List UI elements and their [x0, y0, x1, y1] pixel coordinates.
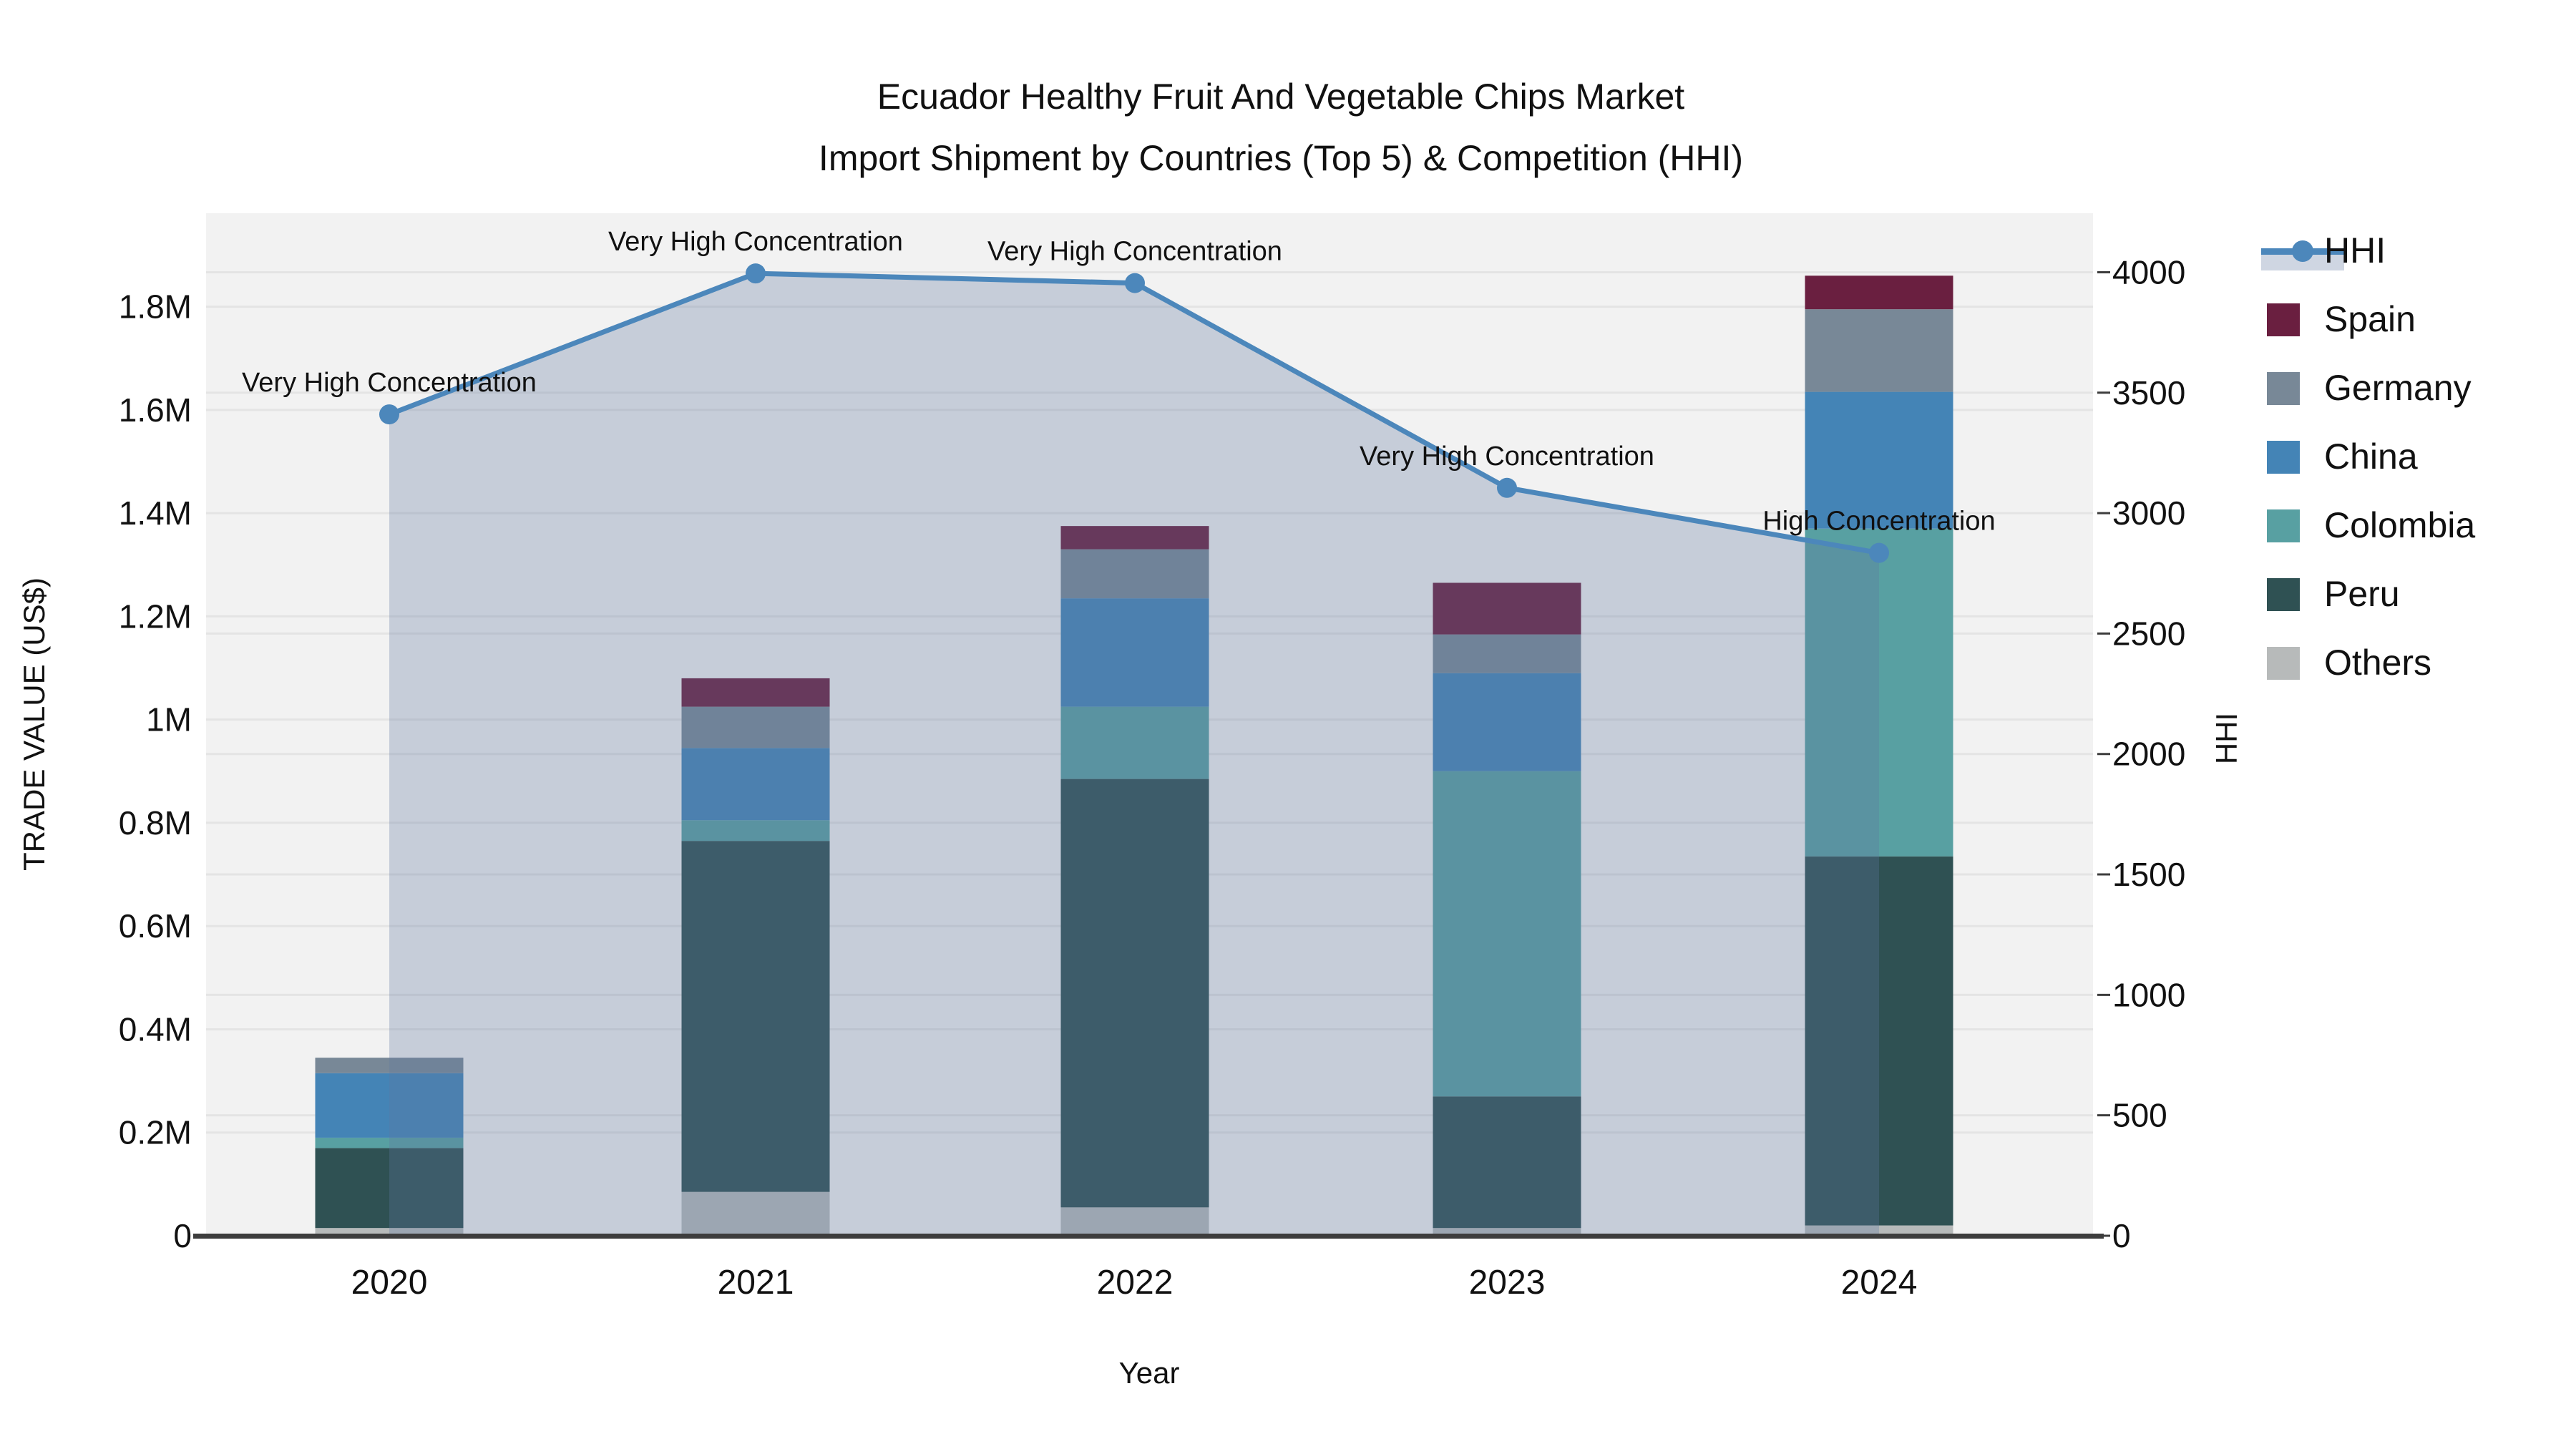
legend-swatch-china [2267, 441, 2300, 474]
bar-segment-spain-2024[interactable] [1805, 275, 1953, 310]
y-left-tick-1.4M: 1.4M [119, 494, 192, 532]
y-left-tick-1.8M: 1.8M [119, 288, 192, 326]
bar-segment-peru-2020[interactable] [315, 1148, 464, 1229]
chart-title-line2: Import Shipment by Countries (Top 5) & C… [818, 138, 1744, 178]
x-axis-title: Year [1118, 1356, 1180, 1390]
bar-segment-peru-2021[interactable] [681, 841, 830, 1192]
annotation-2023: Very High Concentration [1360, 441, 1654, 472]
bar-segment-germany-2024[interactable] [1805, 309, 1953, 392]
bar-segment-china-2020[interactable] [315, 1073, 464, 1138]
legend-label-colombia: Colombia [2324, 505, 2475, 545]
chart-title: Ecuador Healthy Fruit And Vegetable Chip… [0, 66, 2562, 189]
y-right-tick-500: 500 [2112, 1097, 2167, 1134]
y-right-tick-2500: 2500 [2112, 615, 2185, 652]
y-left-tick-0.6M: 0.6M [119, 907, 192, 945]
legend-label-hhi: HHI [2324, 230, 2386, 270]
chart-title-line1: Ecuador Healthy Fruit And Vegetable Chip… [877, 77, 1685, 117]
bar-segment-others-2023[interactable] [1433, 1228, 1581, 1236]
y-right-tick-2000: 2000 [2112, 736, 2185, 773]
bar-segment-colombia-2022[interactable] [1060, 706, 1209, 779]
annotation-2021: Very High Concentration [608, 227, 903, 257]
bar-segment-peru-2023[interactable] [1433, 1096, 1581, 1229]
y-left-tick-1.2M: 1.2M [119, 597, 192, 635]
bar-segment-spain-2023[interactable] [1433, 582, 1581, 635]
y-right-tick-1000: 1000 [2112, 976, 2185, 1013]
bar-segment-germany-2023[interactable] [1433, 634, 1581, 673]
bar-segment-peru-2024[interactable] [1805, 856, 1953, 1226]
bar-segment-others-2022[interactable] [1060, 1207, 1209, 1236]
legend-label-germany: Germany [2324, 368, 2472, 408]
hhi-marker-2021[interactable] [746, 263, 766, 284]
legend-item-spain[interactable]: Spain [2267, 299, 2416, 339]
legend-item-hhi[interactable]: HHI [2261, 230, 2386, 270]
annotation-2024: High Concentration [1762, 507, 1995, 537]
y-right-tick-1500: 1500 [2112, 856, 2185, 893]
bar-segment-germany-2022[interactable] [1060, 549, 1209, 599]
bar-segment-spain-2021[interactable] [681, 678, 830, 707]
bar-segment-china-2022[interactable] [1060, 598, 1209, 707]
y-right-tick-3500: 3500 [2112, 374, 2185, 411]
y-left-tick-1M: 1M [146, 701, 192, 738]
x-tick-2023: 2023 [1469, 1264, 1546, 1302]
bar-segment-china-2021[interactable] [681, 748, 830, 821]
bar-segment-peru-2022[interactable] [1060, 779, 1209, 1208]
y-left-tick-0: 0 [173, 1217, 192, 1254]
legend-label-peru: Peru [2324, 574, 2400, 614]
bar-segment-colombia-2021[interactable] [681, 820, 830, 841]
hhi-marker-2024[interactable] [1869, 542, 1889, 563]
hhi-marker-2022[interactable] [1125, 273, 1145, 293]
y-right-tick-3000: 3000 [2112, 494, 2185, 532]
x-tick-2021: 2021 [718, 1264, 794, 1302]
bar-segment-others-2024[interactable] [1805, 1225, 1953, 1236]
bar-segment-others-2021[interactable] [681, 1191, 830, 1236]
annotation-2022: Very High Concentration [987, 237, 1282, 267]
legend-label-china: China [2324, 436, 2418, 477]
y-right-tick-4000: 4000 [2112, 253, 2185, 291]
legend-item-china[interactable]: China [2267, 436, 2418, 477]
legend-swatch-germany [2267, 372, 2300, 405]
legend-item-others[interactable]: Others [2267, 643, 2431, 683]
legend-label-spain: Spain [2324, 299, 2416, 339]
legend-swatch-colombia [2267, 509, 2300, 542]
y-axis-title-right: HHI [2210, 712, 2243, 765]
y-left-tick-1.6M: 1.6M [119, 391, 192, 429]
bar-segment-china-2023[interactable] [1433, 673, 1581, 771]
x-axis-line [193, 1234, 2104, 1239]
bar-segment-colombia-2020[interactable] [315, 1137, 464, 1148]
legend-item-colombia[interactable]: Colombia [2267, 505, 2475, 545]
bar-segment-colombia-2024[interactable] [1805, 528, 1953, 857]
y-right-tick-0: 0 [2112, 1217, 2131, 1254]
y-left-tick-0.4M: 0.4M [119, 1010, 192, 1048]
legend-swatch-spain [2267, 303, 2300, 336]
hhi-marker-2023[interactable] [1497, 477, 1517, 498]
x-tick-2020: 2020 [351, 1264, 428, 1302]
bar-segment-germany-2021[interactable] [681, 706, 830, 748]
annotation-2020: Very High Concentration [242, 368, 537, 398]
legend-swatch-others [2267, 647, 2300, 680]
bar-segment-others-2020[interactable] [315, 1228, 464, 1236]
hhi-area-fill [389, 273, 1879, 1236]
bar-segment-china-2024[interactable] [1805, 391, 1953, 529]
y-left-tick-0.8M: 0.8M [119, 804, 192, 841]
legend-swatch-peru [2267, 578, 2300, 611]
x-tick-2024: 2024 [1841, 1264, 1918, 1302]
y-axis-title-left: TRADE VALUE (US$) [17, 577, 51, 871]
legend-item-germany[interactable]: Germany [2267, 368, 2472, 408]
legend-label-others: Others [2324, 643, 2431, 683]
hhi-marker-2020[interactable] [379, 404, 399, 425]
y-left-tick-0.2M: 0.2M [119, 1114, 192, 1151]
legend-hhi-marker-swatch [2292, 240, 2313, 262]
bar-segment-colombia-2023[interactable] [1433, 771, 1581, 1097]
bar-segment-germany-2020[interactable] [315, 1058, 464, 1073]
x-tick-2022: 2022 [1097, 1264, 1174, 1302]
legend-item-peru[interactable]: Peru [2267, 574, 2400, 614]
bar-segment-spain-2022[interactable] [1060, 526, 1209, 550]
